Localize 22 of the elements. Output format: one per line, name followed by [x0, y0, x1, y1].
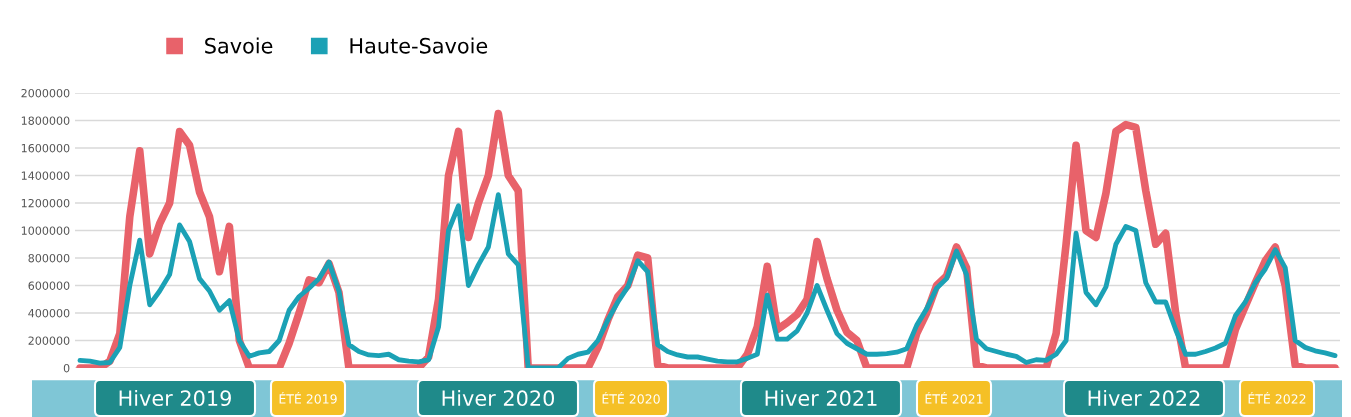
text: Hiver 2022	[1088, 389, 1200, 407]
y-tick-label: 1600000	[21, 143, 70, 153]
legend-label: Haute-Savoie	[350, 37, 488, 54]
y-tick-label: 2000000	[21, 88, 70, 98]
text: Hiver 2020	[442, 389, 555, 407]
y-tick-label: 1200000	[21, 198, 70, 208]
line-series	[77, 192, 1338, 368]
text: ÉTÉ 2021	[925, 391, 983, 404]
y-tick-label: 1400000	[21, 171, 70, 180]
y-tick-label: 800000	[28, 253, 70, 263]
y-tick-label: 400000	[28, 308, 70, 318]
text: ÉTÉ 2022	[1248, 391, 1306, 404]
y-tick-label: 200000	[28, 336, 70, 345]
text: Hiver 2021	[765, 389, 877, 407]
legend-label: Savoie	[205, 37, 273, 54]
y-tick-label: 600000	[28, 281, 70, 290]
y-tick-label: 1000000	[21, 226, 70, 235]
y-tick-label: 1800000	[21, 116, 70, 125]
text: ÉTÉ 2020	[602, 391, 660, 404]
y-tick-label: 0	[63, 363, 70, 373]
text: Hiver 2019	[119, 389, 231, 407]
text: ÉTÉ 2019	[279, 391, 337, 404]
